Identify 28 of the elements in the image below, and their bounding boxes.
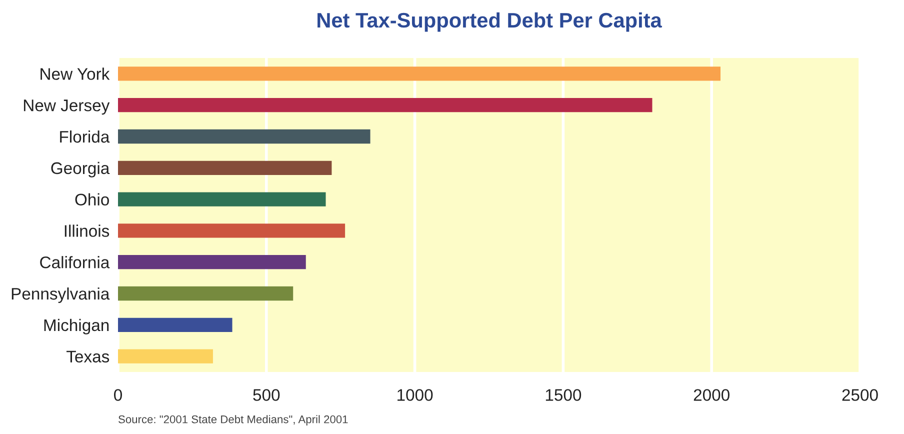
bar (118, 255, 306, 270)
x-tick-label: 2500 (842, 389, 878, 401)
bar (118, 192, 326, 206)
y-tick-label: New Jersey (24, 100, 110, 115)
bar (118, 66, 721, 81)
x-tick-label: 500 (253, 389, 280, 401)
bar (118, 224, 346, 238)
y-tick-label: Georgia (51, 162, 110, 178)
chart-title: Net Tax-Supported Debt Per Capita (318, 12, 662, 32)
bar (118, 129, 370, 144)
y-tick-label: Illinois (64, 224, 110, 237)
x-tick-label: 2000 (694, 389, 730, 401)
x-tick-label: 0 (114, 389, 122, 401)
bar (118, 98, 652, 112)
y-tick-label: Florida (60, 130, 110, 143)
bar (118, 160, 332, 175)
x-tick-label: 1000 (398, 389, 433, 401)
bar (118, 349, 213, 364)
source-note: Source: "2001 State Debt Medians", April 2001 (118, 415, 348, 426)
bar (118, 318, 232, 332)
y-tick-label: Texas (66, 350, 110, 363)
x-tick-label: 1500 (546, 389, 582, 401)
y-tick-label: New York (40, 68, 110, 80)
bar (118, 286, 294, 301)
y-tick-label: Ohio (75, 193, 109, 206)
y-tick-label: Michigan (44, 318, 109, 334)
y-tick-label: California (40, 256, 110, 268)
y-tick-label: Pennsylvania (12, 287, 110, 303)
